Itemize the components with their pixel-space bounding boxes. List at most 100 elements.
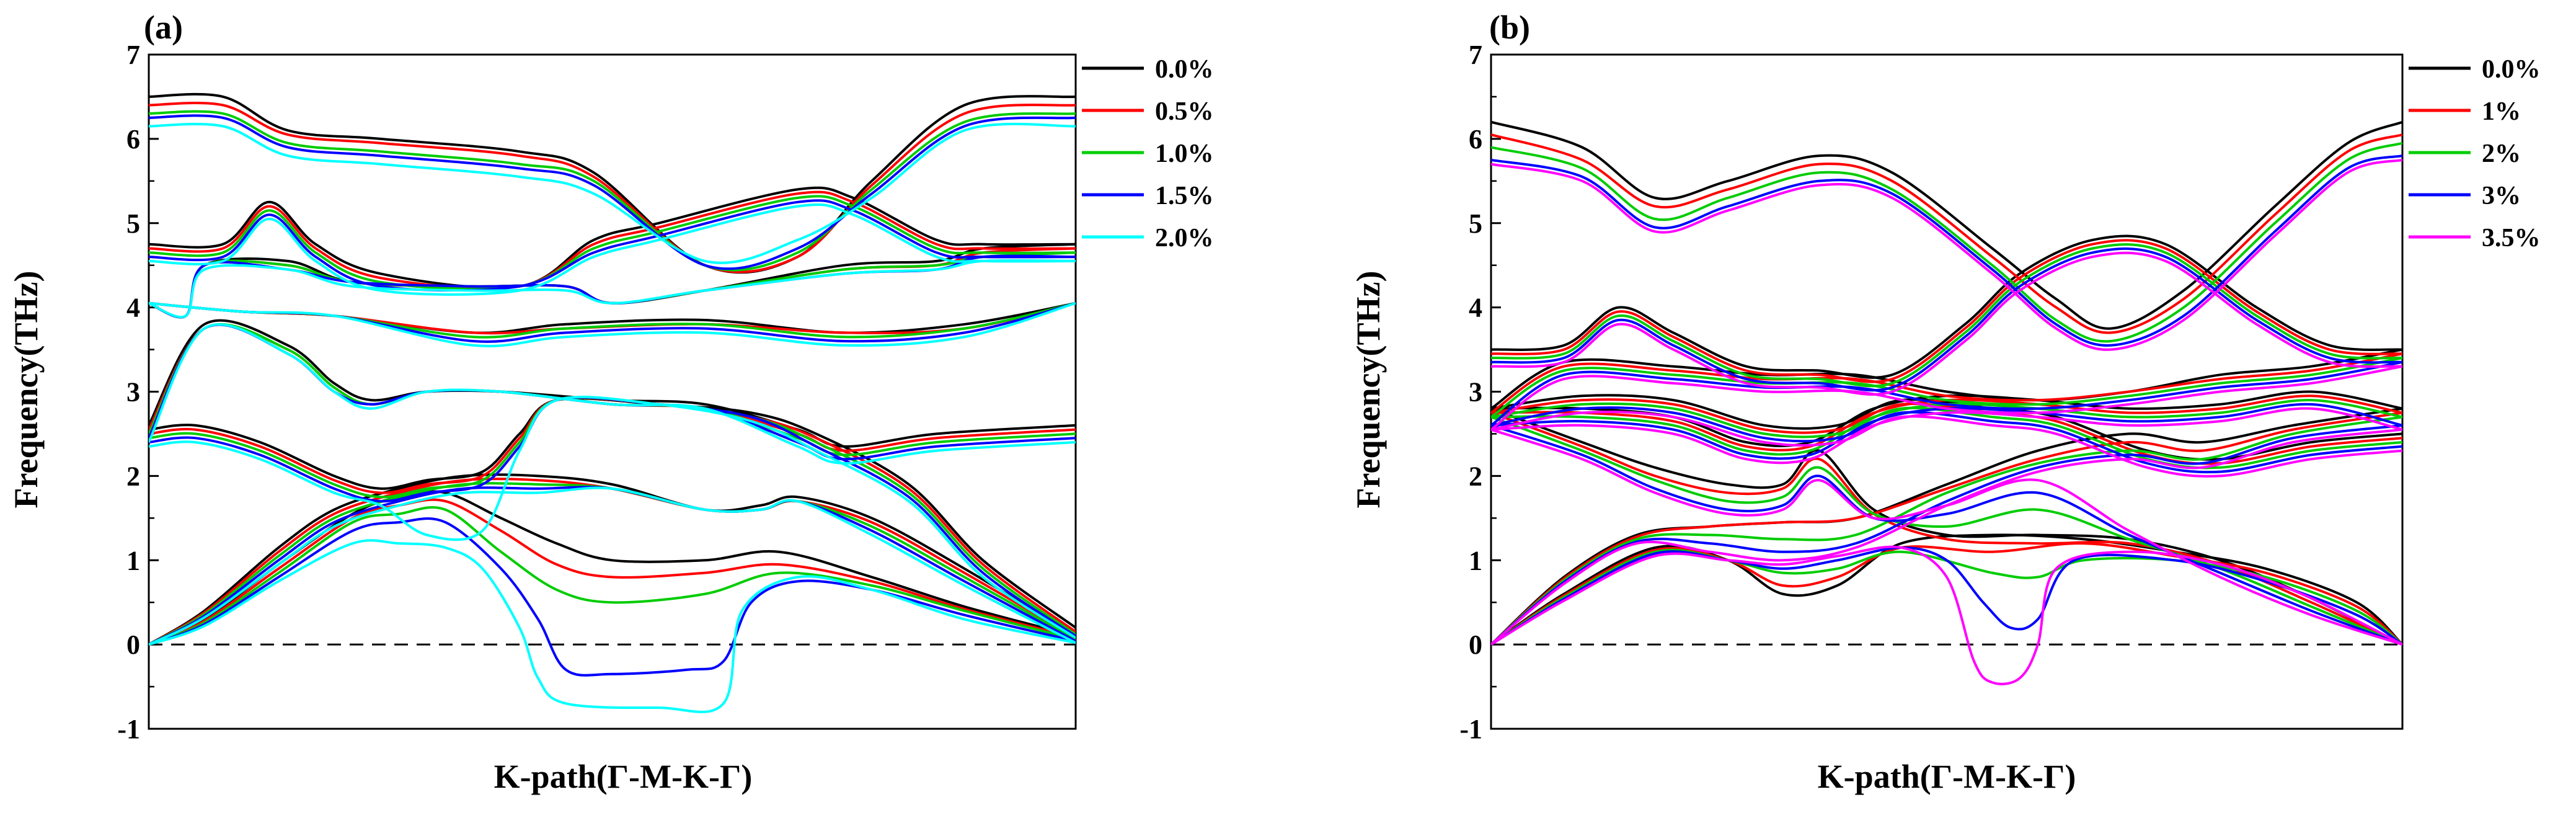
panel-a-legend-label-3: 1.5% [1155, 182, 1214, 210]
panel-b-series-2-branch-4 [1491, 402, 2402, 470]
panel-b-series-3-branch-6 [1491, 247, 2402, 392]
panel-b-xlabel: K-path(Γ-M-K-Γ) [1818, 758, 2076, 795]
panel-b-series-4-branch-6 [1491, 251, 2402, 396]
panel-b-legend-label-1: 1% [2482, 97, 2521, 126]
panel-a-series-4-branch-5 [149, 259, 1076, 319]
panel-a-ytick-label: 1 [126, 545, 140, 576]
panel-a-legend-label-2: 1.0% [1155, 140, 1214, 168]
panel-a-series-1-branch-6 [149, 190, 1076, 290]
panel-b-ytick-label: -1 [1459, 714, 1482, 744]
panel-b-series-4-branch-0 [1491, 545, 2402, 685]
panel-a-label: (a) [144, 9, 183, 46]
panel-b-ytick-label: 5 [1469, 208, 1482, 239]
panel-a-series-2-branch-6 [149, 195, 1076, 290]
panel-a-series-2-branch-1 [149, 482, 1076, 646]
panel-b-series-3-branch-3 [1491, 403, 2402, 460]
panel-b-series-1-branch-5 [1491, 352, 2402, 414]
panel-b-series-2-branch-1 [1491, 416, 2402, 646]
panel-a-series-4-branch-6 [149, 203, 1076, 296]
panel-b-series-1-branch-1 [1491, 411, 2402, 646]
panel-b-ytick-label: 0 [1469, 630, 1482, 660]
panel-a-ytick-label: 7 [126, 40, 140, 70]
panel-a-series-4-branch-2 [149, 395, 1076, 639]
panel-a-series-2-branch-3 [149, 323, 1076, 456]
panel-b-legend: 0.0% 1% 2% 3% 3.5% [2409, 55, 2541, 252]
panel-b-series-2-branch-6 [1491, 243, 2402, 388]
panel-a-series-0-branch-6 [149, 186, 1076, 290]
panel-b-legend-label-0: 0.0% [2482, 55, 2541, 84]
panel-a-ylabel: Frequency(THz) [7, 271, 45, 509]
panel-a-ytick-label: 4 [126, 293, 140, 323]
panel-a-ytick-label: 6 [126, 124, 140, 154]
panel-a-series-0-branch-3 [149, 319, 1076, 448]
panel-b-series-3-branch-2 [1491, 424, 2402, 646]
panel-a-series-2-branch-7 [149, 110, 1076, 272]
panel-b-series-4-branch-5 [1491, 365, 2402, 431]
panel-b-series-0-branch-7 [1491, 120, 2402, 330]
panel-b-series-group [1491, 120, 2402, 685]
panel-a-legend-label-0: 0.0% [1155, 55, 1214, 84]
panel-b-series-4-branch-2 [1491, 428, 2402, 646]
panel-a-series-0-branch-4 [149, 301, 1076, 334]
panel-b-ytick-label: 2 [1469, 461, 1482, 491]
panel-b-series-4-branch-3 [1491, 407, 2402, 465]
panel-a-series-2-branch-4 [149, 301, 1076, 339]
panel-b-series-0-branch-6 [1491, 234, 2402, 379]
panel-b-series-3-branch-5 [1491, 360, 2402, 427]
panel-a-series-4-branch-1 [149, 486, 1076, 646]
panel-a-series-1-branch-3 [149, 323, 1076, 452]
panel-a-series-group [149, 92, 1076, 713]
panel-b-label: (b) [1489, 9, 1530, 46]
panel-a-ytick-label: 2 [126, 461, 140, 491]
panel-a-legend-label-1: 0.5% [1155, 97, 1214, 126]
panel-b-series-0-branch-1 [1491, 407, 2402, 646]
panel-b-series-1 [1491, 133, 2402, 646]
panel-b-ytick-label: 4 [1469, 293, 1482, 323]
panel-b-series-0-branch-4 [1491, 394, 2402, 461]
panel-b-ytick-label: 3 [1469, 377, 1482, 408]
panel-b-legend-label-4: 3.5% [2482, 224, 2541, 252]
panel-b: (b) -1 0 1 2 3 4 5 6 7 K-path(Γ-M-K-Γ) Frequency… [1350, 9, 2541, 795]
panel-a-series-1-branch-0 [149, 498, 1076, 646]
panel-a-series-0-branch-5 [149, 243, 1076, 319]
panel-b-ytick-label: 1 [1469, 545, 1482, 576]
panel-b-series-1-branch-0 [1491, 542, 2402, 646]
panel-b-series-3-branch-4 [1491, 406, 2402, 474]
panel-b-ylabel: Frequency(THz) [1350, 271, 1387, 509]
panel-b-ytick-label: 6 [1469, 124, 1482, 154]
panel-a-plot-area: -1 0 1 2 3 4 5 6 7 [117, 40, 1077, 744]
panel-a-ytick-label: 0 [126, 630, 140, 660]
panel-b-series-1-branch-6 [1491, 239, 2402, 383]
panel-b-legend-label-2: 2% [2482, 140, 2521, 168]
panel-a-series-2-branch-0 [149, 506, 1076, 646]
panel-a-series-3 [149, 114, 1076, 677]
panel-a-series-3-branch-6 [149, 199, 1076, 292]
panel-b-series-1-branch-4 [1491, 398, 2402, 465]
panel-b-legend-label-3: 3% [2482, 182, 2521, 210]
panel-a-legend: 0.0% 0.5% 1.0% 1.5% 2.0% [1082, 55, 1214, 252]
panel-b-series-0-branch-5 [1491, 348, 2402, 410]
panel-a-series-0-branch-1 [149, 473, 1076, 646]
panel-b-series-3-branch-0 [1491, 546, 2402, 646]
panel-b-series-4-branch-4 [1491, 410, 2402, 478]
panel-a-ytick-label: 5 [126, 208, 140, 239]
panel-a-series-4-branch-4 [149, 301, 1076, 347]
panel-b-ytick-label: 7 [1469, 40, 1482, 70]
panel-a: (a) -1 0 1 2 3 4 5 6 7 K-path(Γ-M-K-Γ) Frequency… [7, 9, 1214, 795]
panel-b-series-1-branch-7 [1491, 133, 2402, 334]
panel-a-series-4-branch-7 [149, 122, 1076, 264]
panel-b-series-4 [1491, 158, 2402, 685]
panel-a-series-0-branch-7 [149, 92, 1076, 274]
panel-a-ytick-label: 3 [126, 377, 140, 408]
panel-a-xlabel: K-path(Γ-M-K-Γ) [494, 758, 753, 795]
panel-b-series-4-branch-7 [1491, 158, 2402, 351]
panel-a-ytick-label: -1 [117, 714, 140, 744]
panel-b-series-2-branch-5 [1491, 357, 2402, 418]
panel-a-series-1-branch-7 [149, 102, 1076, 274]
panel-a-legend-label-4: 2.0% [1155, 224, 1214, 252]
panel-a-series-1 [149, 102, 1076, 646]
panel-b-series-4-branch-1 [1491, 428, 2402, 646]
panel-b-series-1-branch-2 [1491, 411, 2402, 646]
panel-a-series-4-branch-3 [149, 323, 1076, 465]
